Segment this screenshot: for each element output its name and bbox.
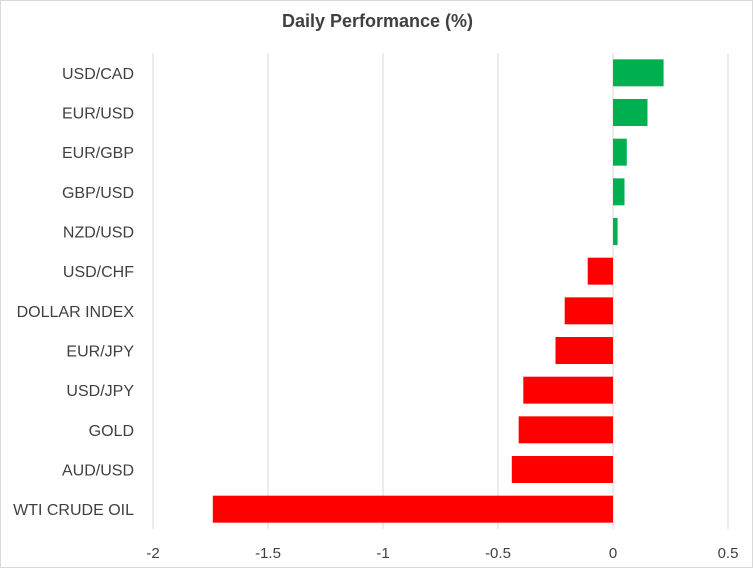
category-label: GOLD: [89, 423, 134, 440]
category-label: USD/JPY: [66, 383, 134, 400]
x-tick-label: 0: [609, 545, 617, 562]
category-label: EUR/JPY: [66, 344, 134, 361]
bar-nzd-usd: [613, 218, 618, 245]
bar-gold: [518, 416, 613, 444]
category-label: WTI CRUDE OIL: [13, 502, 134, 519]
x-tick-label: 0.5: [718, 545, 739, 562]
category-labels: USD/CAD EUR/USD EUR/GBP GBP/USD NZD/USD USD/C…: [13, 66, 134, 519]
category-label: EUR/GBP: [62, 145, 134, 162]
bar-gbp-usd: [613, 178, 625, 206]
category-label: NZD/USD: [63, 225, 134, 242]
bar-eur-usd: [613, 99, 648, 126]
category-label: AUD/USD: [62, 463, 134, 480]
category-label: DOLLAR INDEX: [17, 304, 135, 321]
bar-aud-usd: [511, 456, 613, 483]
x-tick-label: -2: [146, 545, 159, 562]
category-label: USD/CAD: [62, 66, 134, 83]
grid-lines: [152, 53, 729, 529]
chart-title: Daily Performance (%): [281, 11, 474, 31]
category-label: EUR/USD: [62, 106, 134, 123]
bar-eur-gbp: [613, 138, 627, 166]
category-label: GBP/USD: [62, 185, 134, 202]
bar-usd-jpy: [523, 376, 613, 404]
category-label: USD/CHF: [63, 264, 134, 281]
x-tick-label: -0.5: [485, 545, 511, 562]
x-tick-labels: -2 -1.5 -1 -0.5 0 0.5: [146, 545, 738, 562]
x-tick-label: -1: [376, 545, 389, 562]
bar-usd-cad: [613, 59, 664, 87]
bar-dollar-index: [564, 297, 613, 325]
bar-wti-crude-oil: [212, 495, 614, 523]
bar-eur-jpy: [555, 337, 613, 364]
bars: [212, 59, 664, 523]
x-tick-label: -1.5: [255, 545, 281, 562]
bar-usd-chf: [587, 257, 613, 285]
